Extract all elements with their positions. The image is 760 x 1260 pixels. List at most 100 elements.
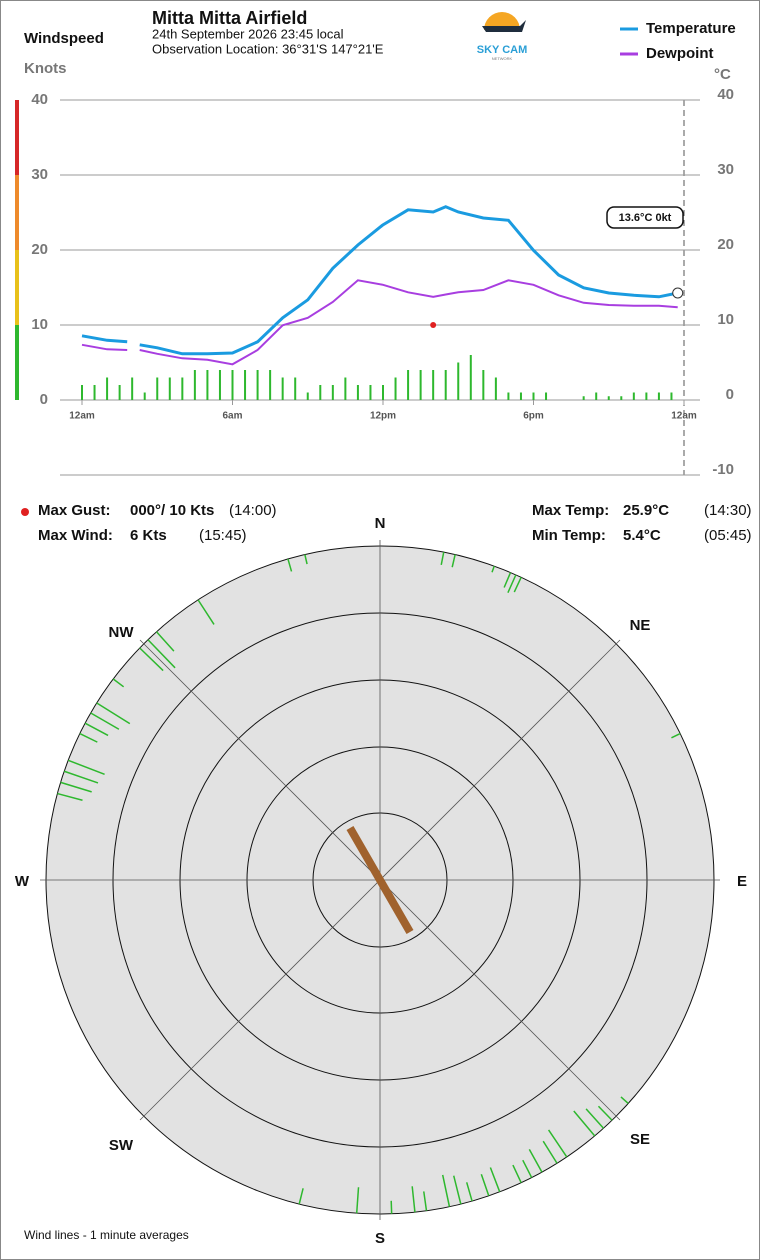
- wind-line: [96, 702, 131, 725]
- wind-line: [63, 770, 99, 784]
- y-tick-label: 0: [40, 391, 48, 408]
- wind-bar: [106, 377, 109, 400]
- wind-line: [147, 639, 176, 669]
- y-tick-label: 10: [31, 316, 48, 333]
- x-tick-label: 12pm: [370, 411, 396, 422]
- stat-value: 25.9°C: [623, 502, 669, 519]
- wind-bar: [181, 377, 184, 400]
- wind-bar: [432, 370, 435, 400]
- wind-line: [547, 1129, 568, 1158]
- wind-line: [620, 1096, 629, 1105]
- wind-bar: [620, 396, 623, 400]
- wind-bar: [595, 392, 598, 400]
- y-axis-label: Knots: [24, 60, 67, 77]
- wind-bar: [356, 385, 359, 400]
- wind-line: [585, 1108, 605, 1129]
- stats: Max Gust: 000°/ 10 Kts (14:00) Max Wind:…: [38, 502, 752, 544]
- wind-line: [84, 722, 109, 737]
- logo-sun: [484, 12, 520, 30]
- wind-line: [440, 551, 445, 566]
- wind-bar: [118, 385, 121, 400]
- wind-line: [597, 1105, 613, 1121]
- compass-label: W: [15, 873, 30, 890]
- y2-tick-label: 40: [717, 86, 734, 103]
- wind-bar: [645, 392, 648, 400]
- wind-bar: [519, 392, 522, 400]
- wind-bar: [344, 377, 347, 400]
- wind-line: [465, 1182, 473, 1202]
- wind-bar: [657, 392, 660, 400]
- compass-label: SW: [109, 1137, 134, 1154]
- wind-bar: [206, 370, 209, 400]
- logo-text: SKY CAM: [477, 44, 528, 56]
- wind-bar: [507, 392, 510, 400]
- location: Observation Location: 36°31'S 147°21'E: [152, 41, 384, 56]
- stat-time: (14:30): [704, 502, 752, 519]
- compass-label: NE: [630, 617, 651, 634]
- wind-bar: [131, 377, 134, 400]
- y2-axis-label: °C: [714, 66, 731, 83]
- x-tick-label: 6am: [222, 411, 242, 422]
- wind-line: [491, 565, 495, 573]
- wind-line: [528, 1149, 543, 1173]
- wind-bar: [419, 370, 422, 400]
- x-tick-label: 12am: [671, 411, 697, 422]
- x-tick-label: 6pm: [523, 411, 544, 422]
- wind-line: [79, 732, 98, 743]
- y-tick-label: 20: [31, 241, 48, 258]
- series-line: [81, 205, 678, 356]
- stat-label: Min Temp:: [532, 527, 606, 544]
- gust-marker: [21, 508, 29, 516]
- y2-tick-label: 30: [717, 161, 734, 178]
- stat-time: (05:45): [704, 527, 752, 544]
- wind-bar: [256, 370, 259, 400]
- date: 24th September 2026 23:45 local: [152, 26, 344, 41]
- wind-line: [298, 1188, 304, 1205]
- wind-bar: [156, 377, 159, 400]
- x-tick-label: 12am: [69, 411, 95, 422]
- y-tick-label: 40: [31, 91, 48, 108]
- wind-line: [512, 1164, 522, 1184]
- scale-band: [15, 325, 19, 400]
- compass-label: N: [375, 515, 386, 532]
- y2-tick-label: 20: [717, 236, 734, 253]
- y2-tick-label: 10: [717, 311, 734, 328]
- logo-plane: [482, 20, 526, 32]
- wind-line: [90, 712, 120, 730]
- wind-bar: [319, 385, 322, 400]
- compass-label: S: [375, 1230, 385, 1247]
- wind-line: [197, 599, 215, 625]
- stat-label: Max Gust:: [38, 502, 111, 519]
- scale-band: [15, 175, 19, 250]
- wind-bar: [331, 385, 334, 400]
- stat-value: 6 Kts: [130, 527, 167, 544]
- wind-bar: [394, 377, 397, 400]
- wind-line: [57, 792, 83, 802]
- stat-value: 5.4°C: [623, 527, 661, 544]
- wind-bar: [444, 370, 447, 400]
- wind-bar: [607, 396, 610, 400]
- wind-line: [112, 678, 125, 688]
- wind-bar: [532, 392, 535, 400]
- wind-line: [155, 631, 175, 652]
- gust-point: [430, 322, 437, 328]
- logo: SKY CAM NETWORK: [477, 12, 528, 61]
- current-point: [672, 287, 684, 299]
- wind-line: [67, 759, 105, 775]
- logo-tagline: NETWORK: [492, 56, 513, 61]
- station-title: Mitta Mitta Airfield: [152, 8, 307, 28]
- wind-line: [671, 732, 681, 739]
- wind-bar: [294, 377, 297, 400]
- wind-line: [60, 781, 92, 793]
- wind-bar: [143, 392, 146, 400]
- y2-tick-label: -10: [712, 461, 734, 478]
- compass-label: E: [737, 873, 747, 890]
- wind-bar: [407, 370, 410, 400]
- wind-bar: [306, 392, 309, 400]
- wind-line: [304, 554, 308, 565]
- scale-band: [15, 250, 19, 325]
- y-tick-label: 30: [31, 166, 48, 183]
- legend-label: Dewpoint: [646, 45, 714, 62]
- wind-line: [411, 1186, 416, 1213]
